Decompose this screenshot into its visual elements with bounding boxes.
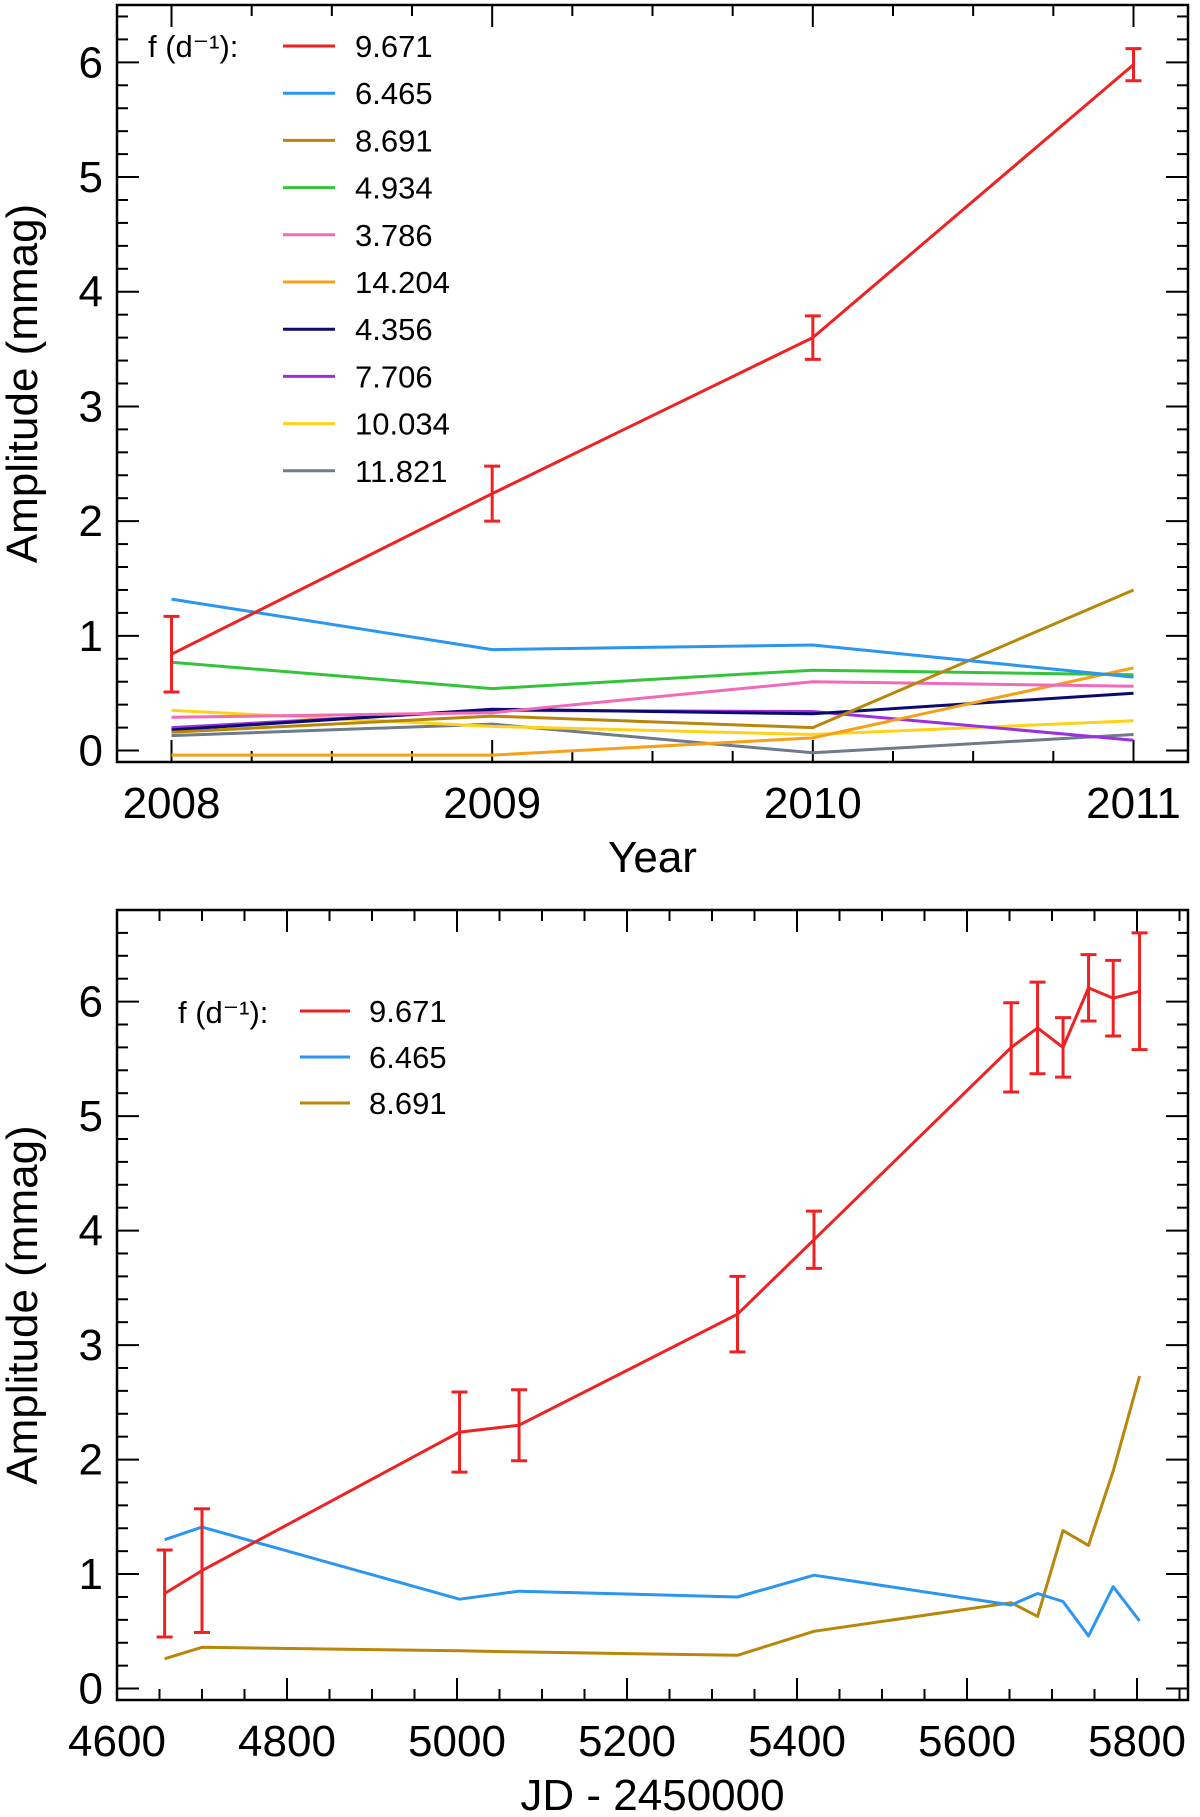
error-bar xyxy=(484,464,501,523)
x-tick-label: 2010 xyxy=(764,779,862,828)
y-tick-label: 0 xyxy=(79,1665,103,1714)
series-line-8.691 xyxy=(171,588,1135,734)
series-line-8.691 xyxy=(164,1375,1142,1661)
y-tick-label: 3 xyxy=(79,1321,103,1370)
error-bar xyxy=(156,1548,173,1639)
y-tick-label: 5 xyxy=(79,1092,103,1141)
legend-label-14.204: 14.204 xyxy=(355,265,450,300)
y-tick-label: 1 xyxy=(79,1550,103,1599)
legend-label-3.786: 3.786 xyxy=(355,218,433,253)
x-tick-label: 5600 xyxy=(918,1717,1016,1766)
chart-2: 0 1 2 3 4 5 6 4600 4800 5000 5200 5400 5600 5800 JD - … xyxy=(0,908,1190,1817)
plot-frame xyxy=(115,908,1190,1702)
legend-label-6.465: 6.465 xyxy=(355,76,433,111)
error-bar xyxy=(511,1388,528,1463)
y-tick-label: 6 xyxy=(79,38,103,87)
x-tick-label: 2009 xyxy=(443,779,541,828)
x-tick-label: 5200 xyxy=(578,1717,676,1766)
series-line-9.671 xyxy=(170,63,1135,656)
error-bar xyxy=(729,1274,746,1354)
legend-label-9.671: 9.671 xyxy=(355,29,433,64)
legend-label-4.934: 4.934 xyxy=(355,171,433,206)
legend-title: f (d⁻¹): xyxy=(178,995,268,1030)
x-axis-title: JD - 2450000 xyxy=(520,1771,784,1817)
series-line-4.934 xyxy=(171,660,1134,691)
series-line-6.465 xyxy=(164,1525,1141,1638)
y-axis-title: Amplitude (mmag) xyxy=(0,1125,47,1484)
series-line-9.671 xyxy=(163,986,1140,1595)
y-tick-label: 3 xyxy=(79,382,103,431)
legend-label-9.671: 9.671 xyxy=(369,994,447,1029)
y-tick-label: 1 xyxy=(79,612,103,661)
series-line-14.204 xyxy=(171,666,1134,757)
error-bar xyxy=(1080,953,1097,1023)
y-tick-label: 2 xyxy=(79,1436,103,1485)
y-tick-label: 0 xyxy=(79,727,103,776)
series-line-3.786 xyxy=(171,680,1134,719)
legend-label-6.465: 6.465 xyxy=(369,1040,447,1075)
x-tick-label: 4600 xyxy=(68,1717,166,1766)
error-bar xyxy=(1029,980,1046,1076)
error-bar xyxy=(1105,958,1122,1038)
legend-label-8.691: 8.691 xyxy=(369,1086,447,1121)
series-line-11.821 xyxy=(171,722,1134,755)
legend-label-11.821: 11.821 xyxy=(355,454,448,489)
legend-title: f (d⁻¹): xyxy=(148,29,238,64)
y-tick-label: 6 xyxy=(79,978,103,1027)
legend-label-8.691: 8.691 xyxy=(355,123,433,158)
x-tick-label: 2011 xyxy=(1086,779,1181,828)
y-axis-title: Amplitude (mmag) xyxy=(0,204,47,563)
x-tick-label: 2008 xyxy=(123,779,221,828)
y-tick-label: 4 xyxy=(79,268,103,317)
x-tick-label: 5000 xyxy=(408,1717,506,1766)
legend-label-10.034: 10.034 xyxy=(355,407,450,442)
y-tick-label: 2 xyxy=(79,497,103,546)
x-tick-label: 5400 xyxy=(748,1717,846,1766)
x-axis-title: Year xyxy=(608,833,697,882)
legend: f (d⁻¹): 9.671 6.465 8.691 xyxy=(178,994,447,1121)
error-bar xyxy=(1131,931,1148,1052)
error-bar xyxy=(1055,1016,1072,1079)
error-bar xyxy=(451,1390,468,1474)
error-bar xyxy=(163,614,180,694)
series-line-6.465 xyxy=(171,597,1134,679)
x-tick-label: 4800 xyxy=(238,1717,336,1766)
error-bar xyxy=(1125,47,1142,83)
error-bar xyxy=(806,1209,822,1270)
y-tick-label: 5 xyxy=(79,153,103,202)
legend-label-4.356: 4.356 xyxy=(355,312,433,347)
x-tick-label: 5800 xyxy=(1088,1717,1186,1766)
chart-1: 0 1 2 3 4 5 6 2008 2009 2010 2011 Year Amplitude (mm… xyxy=(0,3,1190,882)
legend: f (d⁻¹): 9.671 6.465 8.691 4.934 3.786 14.204 4… xyxy=(148,29,450,489)
legend-label-7.706: 7.706 xyxy=(355,359,433,394)
error-bar xyxy=(194,1507,210,1634)
error-bar xyxy=(1003,1001,1020,1094)
error-bar xyxy=(804,314,821,361)
y-tick-label: 4 xyxy=(79,1207,103,1256)
